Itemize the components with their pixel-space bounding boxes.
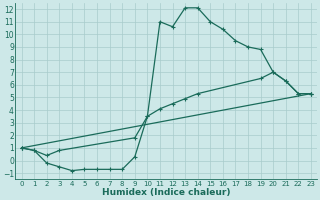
X-axis label: Humidex (Indice chaleur): Humidex (Indice chaleur) [102, 188, 230, 197]
